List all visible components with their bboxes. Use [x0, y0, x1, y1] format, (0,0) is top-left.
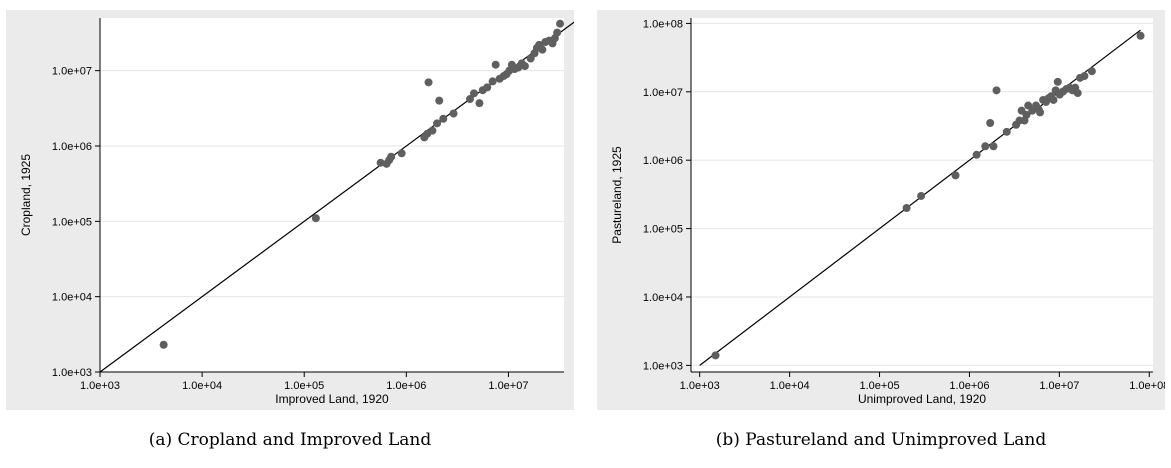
data-point	[475, 99, 484, 108]
data-point	[992, 86, 1001, 95]
x-axis-title: Improved Land, 1920	[275, 392, 389, 406]
data-point	[449, 109, 458, 118]
x-tick-label: 1.0e+05	[860, 380, 900, 392]
caption-a: (a) Cropland and Improved Land	[148, 430, 432, 450]
data-point	[989, 142, 998, 151]
data-point	[483, 83, 492, 92]
data-point	[1053, 77, 1062, 86]
data-point	[470, 89, 479, 98]
y-tick-label: 1.0e+05	[643, 224, 683, 236]
x-tick-label: 1.0e+04	[182, 380, 222, 392]
data-point	[556, 19, 565, 28]
data-point	[902, 204, 911, 213]
data-point	[711, 351, 720, 360]
data-point	[387, 152, 396, 161]
x-tick-label: 1.0e+03	[80, 380, 120, 392]
x-axis-title: Unimproved Land, 1920	[858, 392, 986, 406]
y-tick-label: 1.0e+07	[52, 66, 92, 78]
data-point	[311, 214, 320, 223]
data-point	[159, 340, 168, 349]
y-tick-label: 1.0e+06	[643, 155, 683, 167]
data-point	[1036, 108, 1045, 117]
chart-panel-pastureland: 1.0e+03 1.0e+04 1.0e+05 1.0e+06 1.0e+07 1.0e+…	[597, 10, 1165, 410]
data-point	[1049, 95, 1058, 104]
plot-area	[100, 18, 564, 372]
data-point	[1087, 67, 1096, 76]
data-point	[1073, 89, 1082, 98]
data-point	[538, 45, 547, 54]
y-tick-label: 1.0e+05	[52, 216, 92, 228]
x-tick-label: 1.0e+06	[386, 380, 426, 392]
data-point	[520, 62, 529, 71]
x-tick-label: 1.0e+07	[488, 380, 528, 392]
y-tick-label: 1.0e+07	[643, 87, 683, 99]
data-point	[1136, 31, 1145, 40]
data-point	[433, 119, 442, 128]
data-point	[981, 142, 990, 151]
x-tick-label: 1.0e+06	[949, 380, 989, 392]
y-tick-label: 1.0e+04	[643, 292, 683, 304]
x-tick-label: 1.0e+05	[284, 380, 324, 392]
y-axis-title: Pastureland, 1925	[610, 146, 624, 244]
caption-b: (b) Pastureland and Unimproved Land	[715, 430, 1047, 450]
data-point	[465, 95, 474, 104]
data-point	[1002, 127, 1011, 136]
y-axis-title: Cropland, 1925	[19, 154, 33, 236]
data-point	[1080, 72, 1089, 81]
data-point	[435, 96, 444, 105]
scatter-plot-cropland: 1.0e+03 1.0e+04 1.0e+05 1.0e+06 1.0e+07 1.0e+…	[19, 18, 574, 406]
data-point	[491, 60, 500, 69]
data-point	[553, 28, 562, 37]
y-tick-label: 1.0e+03	[643, 360, 683, 372]
data-point	[397, 149, 406, 158]
data-point	[951, 171, 960, 180]
y-tick-label: 1.0e+04	[52, 292, 92, 304]
x-tick-label: 1.0e+07	[1039, 380, 1079, 392]
data-point	[439, 114, 448, 123]
data-point	[1022, 110, 1031, 119]
data-point	[917, 191, 926, 200]
y-tick-label: 1.0e+06	[52, 141, 92, 153]
data-point	[424, 78, 433, 87]
data-point	[986, 118, 995, 127]
x-tick-label: 1.0e+03	[680, 380, 720, 392]
y-tick-label: 1.0e+08	[643, 18, 683, 30]
data-point	[376, 158, 385, 167]
data-point	[488, 77, 497, 86]
chart-panel-cropland: 1.0e+03 1.0e+04 1.0e+05 1.0e+06 1.0e+07 1.0e+…	[6, 10, 574, 410]
x-tick-label: 1.0e+04	[770, 380, 810, 392]
x-tick-label: 1.0e+08	[1129, 380, 1165, 392]
y-tick-label: 1.0e+03	[52, 367, 92, 379]
data-point	[428, 126, 437, 135]
scatter-plot-pastureland: 1.0e+03 1.0e+04 1.0e+05 1.0e+06 1.0e+07 1.0e+…	[610, 18, 1165, 406]
data-point	[972, 150, 981, 159]
